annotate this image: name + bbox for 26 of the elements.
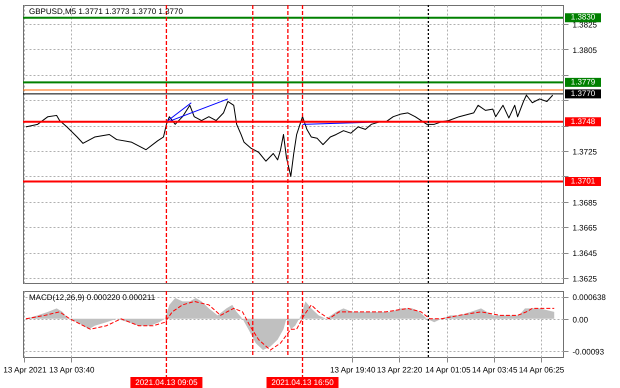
y-tick-label: 0.000638 <box>572 293 606 302</box>
x-tick-label: 14 Apr 06:25 <box>518 366 565 374</box>
ref-line-label: 1.3779 <box>570 77 596 86</box>
x-tick-label: 13 Apr 19:40 <box>330 366 376 374</box>
chart-title: MACD(12,26,9) 0.000220 0.000211 <box>29 293 156 302</box>
y-tick-label: 1.3645 <box>572 249 598 258</box>
x-tick-label: 13 Apr 03:40 <box>49 366 96 374</box>
y-tick-label: 1.3805 <box>572 46 598 55</box>
ref-line-label: 1.3748 <box>570 116 596 126</box>
ref-line-label: 1.3770 <box>570 88 596 98</box>
y-tick-label: 0.00 <box>572 315 589 324</box>
y-tick-label: 1.3825 <box>572 20 598 30</box>
ref-line-label: 1.3701 <box>570 176 596 186</box>
y-tick-label: 1.3685 <box>572 198 598 208</box>
chart-title: GBPUSD,M5 1.3771 1.3773 1.3770 1.3770 <box>29 7 184 16</box>
x-tick-label: 14 Apr 01:05 <box>425 366 472 374</box>
ref-line-label: 1.3830 <box>570 12 596 22</box>
x-tick-label: 13 Apr 22:20 <box>376 366 423 374</box>
ref-line-label: 2021.04.13 09:05 <box>135 378 198 387</box>
x-tick-label: 14 Apr 03:45 <box>472 366 518 374</box>
y-tick-label: 1.3625 <box>572 274 598 284</box>
y-tick-label: 1.3665 <box>572 224 598 233</box>
x-tick-label: 13 Apr 2021 <box>3 366 48 374</box>
y-tick-label: -0.00093 <box>572 348 605 357</box>
y-tick-label: 1.3725 <box>572 147 598 156</box>
ref-line-label: 2021.04.13 16:50 <box>271 378 334 387</box>
